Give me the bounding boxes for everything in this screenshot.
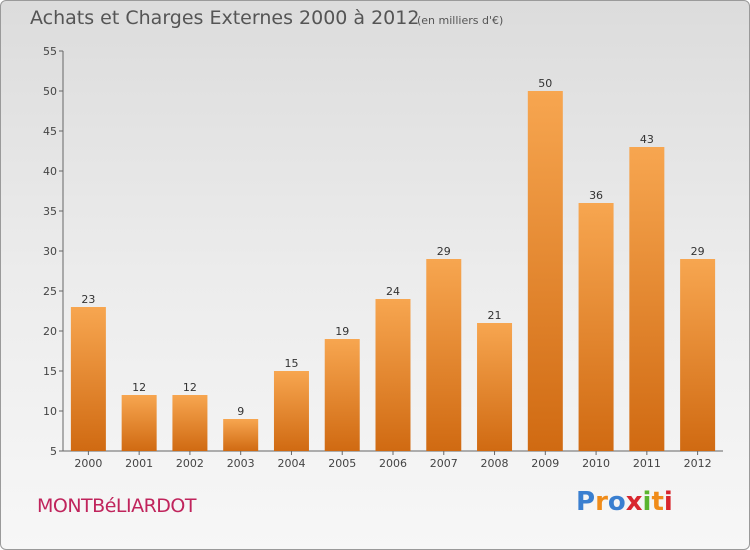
- proxiti-logo[interactable]: Proxiti: [576, 487, 673, 517]
- logo-letter: o: [607, 487, 626, 517]
- logo-letter: i: [663, 487, 673, 517]
- x-tick-label: 2008: [481, 457, 509, 470]
- y-tick-label: 20: [43, 325, 57, 338]
- y-tick-label: 30: [43, 245, 57, 258]
- bar: [629, 147, 665, 451]
- x-tick-label: 2005: [328, 457, 356, 470]
- x-tick-label: 2006: [379, 457, 407, 470]
- y-tick-label: 15: [43, 365, 57, 378]
- y-tick-label: 5: [50, 445, 57, 458]
- x-tick-label: 2003: [227, 457, 255, 470]
- y-tick-label: 40: [43, 165, 57, 178]
- bar-value-label: 36: [589, 189, 603, 202]
- bar-value-label: 9: [237, 405, 244, 418]
- logo-letter: P: [576, 487, 596, 517]
- chart-title: Achats et Charges Externes 2000 à 2012: [30, 7, 420, 29]
- bar: [527, 91, 563, 451]
- chart-unit: (en milliers d'€): [417, 14, 504, 27]
- x-tick-label: 2009: [531, 457, 559, 470]
- logo-letter: r: [595, 487, 608, 517]
- bar-value-label: 21: [488, 309, 502, 322]
- bar: [121, 395, 157, 451]
- bar: [273, 371, 309, 451]
- logo-letter: x: [625, 487, 643, 517]
- x-tick-label: 2010: [582, 457, 610, 470]
- bar: [426, 259, 462, 451]
- x-tick-label: 2012: [684, 457, 712, 470]
- bar-value-label: 29: [437, 245, 451, 258]
- logo-letter: i: [642, 487, 652, 517]
- bar-value-label: 24: [386, 285, 400, 298]
- bar-value-label: 23: [81, 293, 95, 306]
- x-tick-label: 2011: [633, 457, 661, 470]
- x-tick-label: 2004: [277, 457, 305, 470]
- bar-value-label: 12: [132, 381, 146, 394]
- x-tick-label: 2007: [430, 457, 458, 470]
- bar-value-label: 29: [691, 245, 705, 258]
- logo-letter: t: [651, 487, 664, 517]
- y-tick-label: 55: [43, 45, 57, 58]
- bar: [172, 395, 208, 451]
- bar-value-label: 19: [335, 325, 349, 338]
- bar-value-label: 50: [538, 77, 552, 90]
- bar-value-label: 43: [640, 133, 654, 146]
- x-tick-label: 2001: [125, 457, 153, 470]
- bar: [375, 299, 411, 451]
- town-name: MONTBéLIARDOT: [37, 495, 196, 517]
- x-tick-label: 2000: [74, 457, 102, 470]
- bars: 23 12 12 9 15 19 24 29 21 50 36 43 29: [70, 77, 716, 451]
- bar-value-label: 15: [284, 357, 298, 370]
- y-tick-label: 45: [43, 125, 57, 138]
- x-tick-label: 2002: [176, 457, 204, 470]
- bar: [70, 307, 106, 451]
- y-tick-label: 35: [43, 205, 57, 218]
- bar: [223, 419, 259, 451]
- bar: [578, 203, 614, 451]
- bar: [680, 259, 716, 451]
- bar: [324, 339, 360, 451]
- y-tick-label: 50: [43, 85, 57, 98]
- bar: [477, 323, 513, 451]
- y-tick-label: 25: [43, 285, 57, 298]
- y-tick-label: 10: [43, 405, 57, 418]
- bar-value-label: 12: [183, 381, 197, 394]
